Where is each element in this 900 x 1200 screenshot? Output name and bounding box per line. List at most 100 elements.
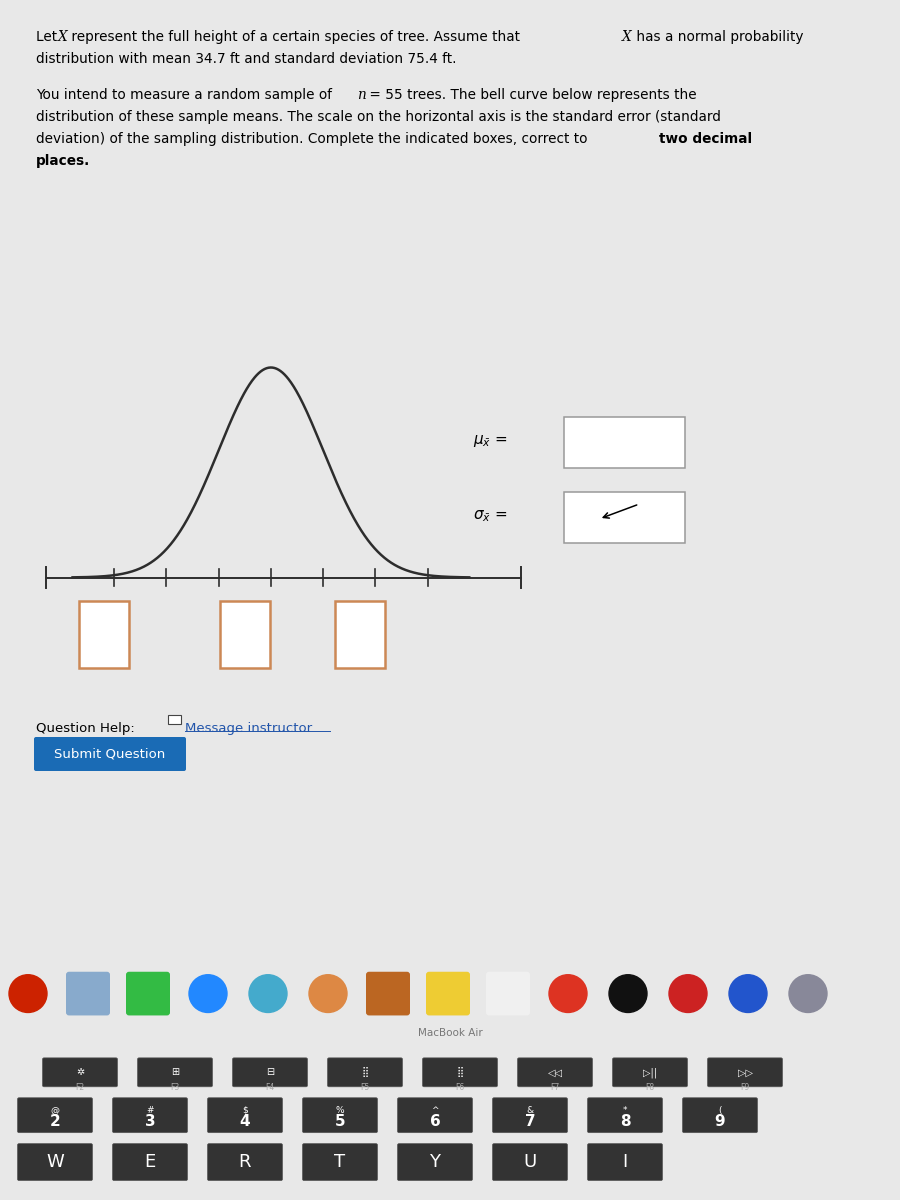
FancyBboxPatch shape xyxy=(486,972,530,1015)
FancyBboxPatch shape xyxy=(302,1098,377,1133)
Text: deviation) of the sampling distribution. Complete the indicated boxes, correct t: deviation) of the sampling distribution.… xyxy=(36,132,592,146)
Circle shape xyxy=(309,974,347,1013)
Text: ^: ^ xyxy=(431,1105,439,1115)
FancyBboxPatch shape xyxy=(426,972,470,1015)
Text: ✲: ✲ xyxy=(76,1067,84,1078)
Text: distribution of these sample means. The scale on the horizontal axis is the stan: distribution of these sample means. The … xyxy=(36,110,721,124)
FancyBboxPatch shape xyxy=(112,1098,187,1133)
FancyBboxPatch shape xyxy=(79,600,129,667)
Text: ⣿: ⣿ xyxy=(362,1067,369,1078)
Text: F7: F7 xyxy=(551,1082,560,1092)
Text: F4: F4 xyxy=(266,1082,274,1092)
Text: 2: 2 xyxy=(50,1114,60,1129)
Text: ⊟: ⊟ xyxy=(266,1067,274,1078)
Text: *: * xyxy=(623,1105,627,1115)
Text: F8: F8 xyxy=(645,1082,654,1092)
Text: = 55 trees. The bell curve below represents the: = 55 trees. The bell curve below represe… xyxy=(365,88,697,102)
Text: distribution with mean 34.7 ft and standard deviation 75.4 ft.: distribution with mean 34.7 ft and stand… xyxy=(36,52,456,66)
Text: n: n xyxy=(357,88,365,102)
FancyBboxPatch shape xyxy=(126,972,170,1015)
Text: $\sigma_{\bar{x}}$ =: $\sigma_{\bar{x}}$ = xyxy=(473,508,508,524)
Circle shape xyxy=(729,974,767,1013)
Circle shape xyxy=(669,974,707,1013)
Text: 9: 9 xyxy=(715,1114,725,1129)
Circle shape xyxy=(189,974,227,1013)
FancyBboxPatch shape xyxy=(34,737,186,770)
Text: Question Help:: Question Help: xyxy=(36,722,135,734)
FancyBboxPatch shape xyxy=(422,1058,498,1087)
Text: R: R xyxy=(238,1153,251,1171)
Text: ⊞: ⊞ xyxy=(171,1067,179,1078)
Text: &: & xyxy=(526,1105,534,1115)
Text: 6: 6 xyxy=(429,1114,440,1129)
FancyBboxPatch shape xyxy=(328,1058,402,1087)
FancyBboxPatch shape xyxy=(518,1058,592,1087)
Text: F2: F2 xyxy=(76,1082,85,1092)
FancyBboxPatch shape xyxy=(168,715,181,724)
FancyBboxPatch shape xyxy=(335,600,384,667)
Text: F6: F6 xyxy=(455,1082,464,1092)
FancyBboxPatch shape xyxy=(17,1144,93,1181)
Text: Let: Let xyxy=(36,30,61,44)
Text: ▷▷: ▷▷ xyxy=(737,1067,752,1078)
FancyBboxPatch shape xyxy=(66,972,110,1015)
Text: represent the full height of a certain species of tree. Assume that: represent the full height of a certain s… xyxy=(67,30,525,44)
Text: T: T xyxy=(335,1153,346,1171)
FancyBboxPatch shape xyxy=(563,416,685,468)
Text: #: # xyxy=(146,1105,154,1115)
Circle shape xyxy=(609,974,647,1013)
Text: 8: 8 xyxy=(620,1114,630,1129)
FancyBboxPatch shape xyxy=(398,1098,472,1133)
Text: I: I xyxy=(623,1153,627,1171)
Text: ▷||: ▷|| xyxy=(643,1067,657,1078)
Text: E: E xyxy=(144,1153,156,1171)
FancyBboxPatch shape xyxy=(492,1098,568,1133)
FancyBboxPatch shape xyxy=(707,1058,782,1087)
Text: F5: F5 xyxy=(360,1082,370,1092)
FancyBboxPatch shape xyxy=(42,1058,118,1087)
Circle shape xyxy=(549,974,587,1013)
FancyBboxPatch shape xyxy=(588,1098,662,1133)
Text: two decimal: two decimal xyxy=(659,132,752,146)
Text: F9: F9 xyxy=(741,1082,750,1092)
Text: has a normal probability: has a normal probability xyxy=(632,30,804,44)
Text: $\mu_{\bar{x}}$ =: $\mu_{\bar{x}}$ = xyxy=(473,433,508,449)
Text: X: X xyxy=(58,30,68,44)
FancyBboxPatch shape xyxy=(232,1058,308,1087)
FancyBboxPatch shape xyxy=(682,1098,758,1133)
Text: 3: 3 xyxy=(145,1114,156,1129)
Circle shape xyxy=(789,974,827,1013)
FancyBboxPatch shape xyxy=(366,972,410,1015)
FancyBboxPatch shape xyxy=(220,600,270,667)
Text: $: $ xyxy=(242,1105,248,1115)
Text: X: X xyxy=(622,30,632,44)
FancyBboxPatch shape xyxy=(398,1144,472,1181)
Text: Message instructor: Message instructor xyxy=(185,722,312,734)
Text: %: % xyxy=(336,1105,345,1115)
Text: Y: Y xyxy=(429,1153,440,1171)
FancyBboxPatch shape xyxy=(588,1144,662,1181)
Text: Submit Question: Submit Question xyxy=(54,748,166,761)
Text: MacBook Air: MacBook Air xyxy=(418,1028,482,1038)
FancyBboxPatch shape xyxy=(17,1098,93,1133)
FancyBboxPatch shape xyxy=(302,1144,377,1181)
Text: (: ( xyxy=(718,1105,722,1115)
Text: You intend to measure a random sample of: You intend to measure a random sample of xyxy=(36,88,337,102)
Text: @: @ xyxy=(50,1105,59,1115)
FancyBboxPatch shape xyxy=(138,1058,212,1087)
Text: 7: 7 xyxy=(525,1114,535,1129)
FancyBboxPatch shape xyxy=(208,1144,283,1181)
Text: 4: 4 xyxy=(239,1114,250,1129)
Text: ⣿: ⣿ xyxy=(456,1067,464,1078)
Text: U: U xyxy=(524,1153,536,1171)
Text: 5: 5 xyxy=(335,1114,346,1129)
Circle shape xyxy=(9,974,47,1013)
Text: F3: F3 xyxy=(170,1082,180,1092)
FancyBboxPatch shape xyxy=(112,1144,187,1181)
Text: ◁◁: ◁◁ xyxy=(547,1067,562,1078)
FancyBboxPatch shape xyxy=(492,1144,568,1181)
Text: places.: places. xyxy=(36,154,90,168)
Circle shape xyxy=(249,974,287,1013)
Text: W: W xyxy=(46,1153,64,1171)
FancyBboxPatch shape xyxy=(563,492,685,542)
